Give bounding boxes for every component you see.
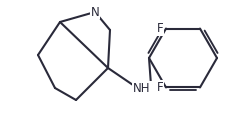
Text: NH: NH — [133, 81, 151, 95]
Text: N: N — [91, 5, 99, 18]
Text: F: F — [156, 22, 163, 35]
Text: F: F — [156, 81, 163, 94]
